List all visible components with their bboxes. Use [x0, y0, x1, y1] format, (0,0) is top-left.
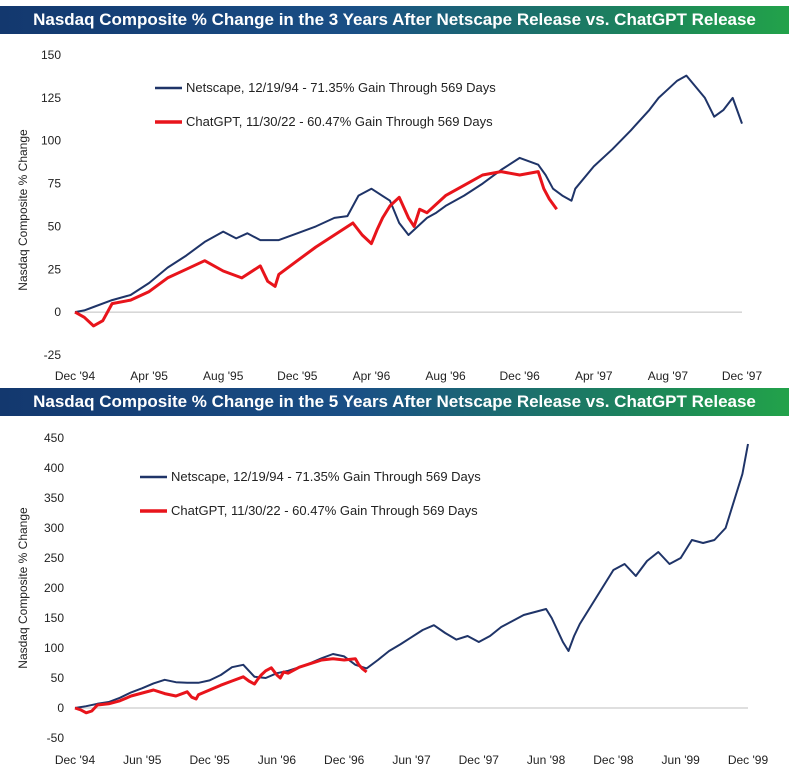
y-tick-label: 300	[44, 521, 64, 535]
series-line-chatgpt	[74, 170, 558, 328]
y-tick-label: -50	[47, 731, 65, 745]
x-tick-label: Aug '95	[203, 369, 244, 383]
chart-1-series	[74, 74, 743, 328]
x-tick-label: Dec '97	[722, 369, 763, 383]
x-tick-label: Dec '95	[277, 369, 318, 383]
chart-1-x-ticks: Dec '94 Apr '95 Aug '95 Dec '95 Apr '96 Aug '…	[55, 369, 763, 383]
x-tick-label: Jun '99	[662, 753, 701, 767]
series-line-chatgpt	[74, 657, 368, 715]
y-tick-label: 150	[41, 48, 61, 62]
chart-2-legend: Netscape, 12/19/94 - 71.35% Gain Through…	[140, 469, 481, 518]
legend-label-chatgpt: ChatGPT, 11/30/22 - 60.47% Gain Through …	[171, 503, 478, 518]
x-tick-label: Aug '96	[425, 369, 466, 383]
legend-label-netscape: Netscape, 12/19/94 - 71.35% Gain Through…	[186, 80, 496, 95]
y-tick-label: 125	[41, 91, 61, 105]
y-tick-label: 200	[44, 581, 64, 595]
chart-2-plot: 450 400 350 300 250 200 150 100 50 0 -50 Dec '94 Ju…	[16, 431, 769, 767]
chart-2-y-ticks: 450 400 350 300 250 200 150 100 50 0 -50	[44, 431, 64, 745]
y-tick-label: 100	[41, 134, 61, 148]
x-tick-label: Jun '98	[527, 753, 566, 767]
x-tick-label: Dec '96	[500, 369, 541, 383]
series-line-netscape	[74, 443, 749, 709]
y-tick-label: 150	[44, 611, 64, 625]
chart-2-x-ticks: Dec '94 Jun '95 Dec '95 Jun '96 Dec '96 Jun '…	[55, 753, 769, 767]
x-tick-label: Dec '95	[189, 753, 230, 767]
chart-1-y-axis-label: Nasdaq Composite % Change	[16, 129, 30, 291]
chart-2-y-axis-label: Nasdaq Composite % Change	[16, 507, 30, 669]
x-tick-label: Jun '96	[258, 753, 297, 767]
y-tick-label: -25	[44, 348, 62, 362]
chart-1-legend: Netscape, 12/19/94 - 71.35% Gain Through…	[155, 80, 496, 129]
x-tick-label: Dec '99	[728, 753, 769, 767]
y-tick-label: 400	[44, 461, 64, 475]
y-tick-label: 25	[48, 262, 62, 276]
chart-1-title-banner: Nasdaq Composite % Change in the 3 Years…	[0, 6, 789, 34]
y-tick-label: 50	[51, 671, 65, 685]
y-tick-label: 250	[44, 551, 64, 565]
y-tick-label: 100	[44, 641, 64, 655]
y-tick-label: 50	[48, 219, 62, 233]
y-tick-label: 75	[48, 177, 62, 191]
x-tick-label: Dec '96	[324, 753, 365, 767]
y-tick-label: 0	[57, 701, 64, 715]
series-line-netscape	[74, 74, 743, 314]
legend-label-chatgpt: ChatGPT, 11/30/22 - 60.47% Gain Through …	[186, 114, 493, 129]
x-tick-label: Apr '95	[130, 369, 168, 383]
y-tick-label: 450	[44, 431, 64, 445]
chart-2-series	[74, 443, 749, 715]
y-tick-label: 350	[44, 491, 64, 505]
chart-1-plot: 150 125 100 75 50 25 0 -25 Dec '94 Apr '95 Aug '9…	[16, 48, 763, 383]
x-tick-label: Dec '94	[55, 753, 96, 767]
x-tick-label: Dec '98	[593, 753, 634, 767]
x-tick-label: Dec '97	[459, 753, 500, 767]
legend-label-netscape: Netscape, 12/19/94 - 71.35% Gain Through…	[171, 469, 481, 484]
chart-1-y-ticks: 150 125 100 75 50 25 0 -25	[41, 48, 61, 362]
x-tick-label: Apr '97	[575, 369, 613, 383]
x-tick-label: Aug '97	[648, 369, 689, 383]
chart-2-title-banner: Nasdaq Composite % Change in the 5 Years…	[0, 388, 789, 416]
x-tick-label: Dec '94	[55, 369, 96, 383]
x-tick-label: Apr '96	[353, 369, 391, 383]
y-tick-label: 0	[54, 305, 61, 319]
x-tick-label: Jun '97	[392, 753, 431, 767]
x-tick-label: Jun '95	[123, 753, 162, 767]
